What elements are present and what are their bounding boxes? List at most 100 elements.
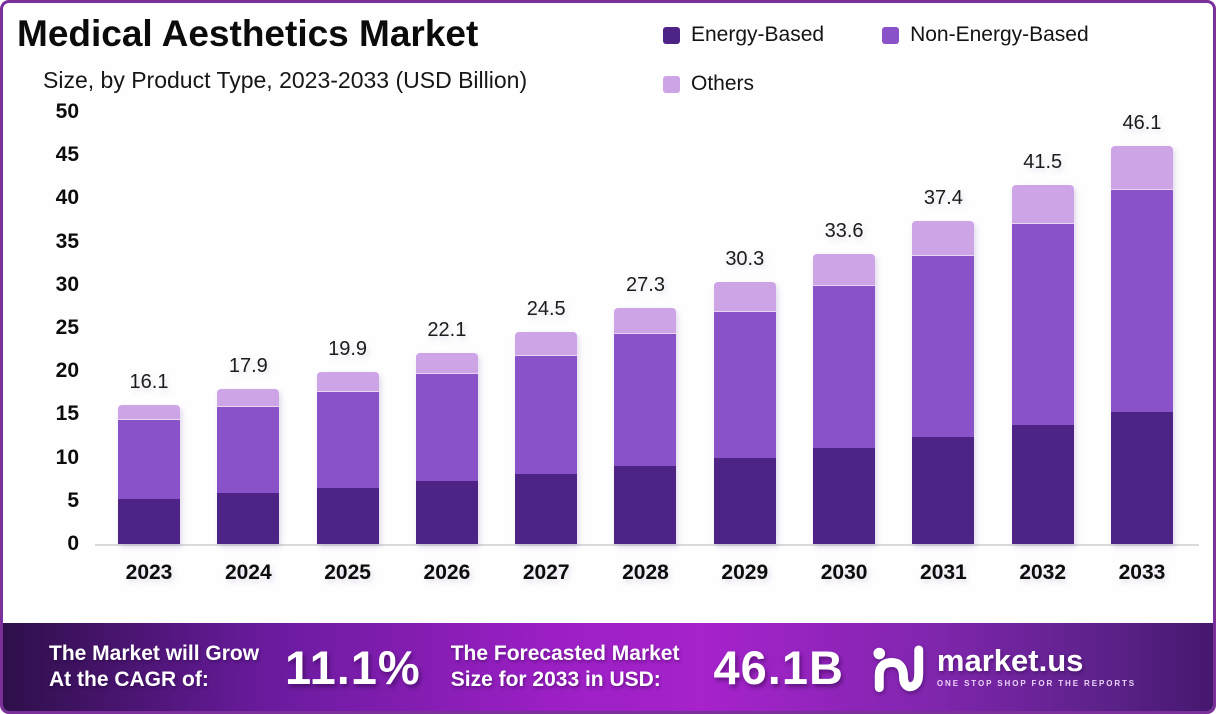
bar-total-label: 46.1 bbox=[1122, 111, 1162, 134]
bar-segment-non-energy-based bbox=[713, 311, 776, 458]
bar-segment-non-energy-based bbox=[1110, 189, 1173, 412]
bar-segment-others bbox=[415, 353, 478, 374]
y-tick-label: 5 bbox=[67, 488, 79, 512]
footer-banner: The Market will Grow At the CAGR of: 11.… bbox=[3, 623, 1213, 711]
y-tick-label: 15 bbox=[55, 402, 79, 426]
x-axis-label: 2025 bbox=[324, 561, 371, 584]
bar-segment-energy-based bbox=[912, 436, 975, 544]
bar-total-label: 24.5 bbox=[526, 298, 566, 321]
bar-segment-energy-based bbox=[217, 493, 280, 544]
y-tick-label: 30 bbox=[55, 272, 79, 296]
bar-segment-others bbox=[614, 308, 677, 335]
bar-segment-others bbox=[713, 282, 776, 312]
y-tick-label: 25 bbox=[55, 316, 79, 339]
bar-segment-non-energy-based bbox=[118, 420, 180, 500]
page-title: Medical Aesthetics Market bbox=[17, 13, 479, 54]
bar-column: 27.3 2028 bbox=[614, 274, 677, 584]
bar-column: 17.9 2024 bbox=[217, 355, 280, 584]
bar-segment-non-energy-based bbox=[813, 285, 876, 449]
bar-segment-non-energy-based bbox=[415, 373, 478, 481]
bar-column: 22.1 2026 bbox=[415, 319, 478, 584]
y-tick-label: 45 bbox=[55, 143, 79, 167]
bar-segment-energy-based bbox=[614, 466, 677, 544]
forecast-label: The Forecasted Market Size for 2033 in U… bbox=[451, 641, 680, 693]
bar-segment-others bbox=[118, 404, 180, 421]
bar-segment-energy-based bbox=[713, 457, 776, 544]
x-axis-label: 2023 bbox=[125, 561, 173, 584]
y-tick-label: 35 bbox=[55, 229, 79, 253]
x-axis-label: 2028 bbox=[622, 561, 669, 584]
bar-column: 19.9 2025 bbox=[316, 338, 379, 584]
logo-tagline: ONE STOP SHOP FOR THE REPORTS bbox=[936, 679, 1137, 688]
bar-total-label: 27.3 bbox=[626, 274, 665, 297]
bar-segment-others bbox=[1110, 145, 1173, 190]
bar-total-label: 19.9 bbox=[328, 338, 368, 361]
logo-text-block: market.us ONE STOP SHOP FOR THE REPORTS bbox=[936, 643, 1137, 688]
legend-item-non-energy-based: Non-Energy-Based bbox=[882, 23, 1089, 47]
y-tick-label: 50 bbox=[55, 100, 79, 123]
legend-swatch-energy-based bbox=[663, 26, 680, 44]
x-axis-label: 2032 bbox=[1019, 561, 1067, 584]
bar-column: 24.5 2027 bbox=[515, 298, 578, 584]
y-axis: 0 5 10 15 20 25 30 35 40 45 50 bbox=[27, 100, 79, 555]
bar-segment-non-energy-based bbox=[217, 406, 280, 494]
bar-segment-non-energy-based bbox=[316, 391, 379, 488]
bar-segment-energy-based bbox=[1011, 424, 1074, 544]
bar-segment-energy-based bbox=[813, 448, 876, 544]
market-us-logo-icon bbox=[873, 645, 924, 693]
bar-segment-others bbox=[813, 253, 876, 286]
x-axis-label: 2026 bbox=[423, 561, 471, 584]
bar-column: 33.6 2030 bbox=[813, 219, 876, 584]
bar-total-label: 30.3 bbox=[725, 248, 765, 271]
bar-column: 37.4 2031 bbox=[912, 186, 975, 584]
bar-total-label: 33.6 bbox=[824, 219, 864, 242]
bar-total-label: 37.4 bbox=[923, 186, 963, 209]
legend-item-label: Others bbox=[691, 72, 755, 95]
bar-segment-others bbox=[912, 220, 975, 257]
logo-text: market.us bbox=[936, 643, 1084, 678]
x-axis-label: 2027 bbox=[522, 561, 570, 584]
x-axis-label: 2030 bbox=[820, 561, 868, 584]
bar-segment-energy-based bbox=[1110, 411, 1173, 544]
bar-segment-energy-based bbox=[118, 499, 180, 544]
bar-segment-others bbox=[515, 332, 578, 356]
legend-item-energy-based: Energy-Based bbox=[663, 23, 824, 47]
forecast-label-line2: Size for 2033 in USD: bbox=[450, 668, 661, 691]
bar-segment-energy-based bbox=[316, 487, 379, 544]
y-tick-label: 20 bbox=[55, 359, 79, 383]
legend-item-label: Non-Energy-Based bbox=[910, 23, 1089, 46]
forecast-value: 46.1B bbox=[713, 640, 844, 694]
bar-column: 46.1 2033 bbox=[1110, 111, 1173, 584]
bar-segment-energy-based bbox=[515, 474, 578, 544]
bar-segment-others bbox=[1011, 185, 1074, 225]
bar-segment-energy-based bbox=[415, 480, 478, 544]
cagr-label: The Market will Grow At the CAGR of: bbox=[49, 641, 259, 693]
y-tick-label: 10 bbox=[55, 445, 79, 469]
x-axis-label: 2029 bbox=[721, 561, 769, 584]
forecast-label-line1: The Forecasted Market bbox=[450, 642, 680, 665]
legend-swatch-others bbox=[663, 75, 680, 93]
bar-segment-others bbox=[316, 372, 379, 392]
market-us-logo: market.us ONE STOP SHOP FOR THE REPORTS bbox=[870, 641, 1136, 693]
bar-chart: 16.1 2023 17.9 2024 19.9 2025 22.1 2026 24.5 2027… bbox=[95, 111, 1196, 584]
x-axis-line bbox=[95, 544, 1199, 546]
x-axis-label: 2024 bbox=[224, 561, 272, 584]
bar-segment-non-energy-based bbox=[912, 256, 975, 437]
cagr-value: 11.1% bbox=[285, 640, 421, 694]
bar-total-label: 41.5 bbox=[1023, 151, 1063, 174]
x-axis-label: 2033 bbox=[1118, 561, 1166, 584]
bar-segment-non-energy-based bbox=[515, 355, 578, 475]
x-axis-label: 2031 bbox=[920, 561, 967, 584]
y-tick-label: 0 bbox=[67, 532, 79, 555]
bar-segment-non-energy-based bbox=[1011, 224, 1074, 425]
bar-segment-non-energy-based bbox=[614, 334, 677, 467]
bar-total-label: 17.9 bbox=[228, 355, 268, 378]
bar-column: 30.3 2029 bbox=[713, 248, 776, 584]
legend-item-others: Others bbox=[663, 72, 754, 96]
bar-total-label: 16.1 bbox=[129, 370, 169, 393]
cagr-label-line2: At the CAGR of: bbox=[49, 668, 209, 691]
cagr-label-line1: The Market will Grow bbox=[49, 642, 260, 665]
y-tick-label: 40 bbox=[55, 186, 79, 210]
bar-total-label: 22.1 bbox=[427, 319, 467, 342]
